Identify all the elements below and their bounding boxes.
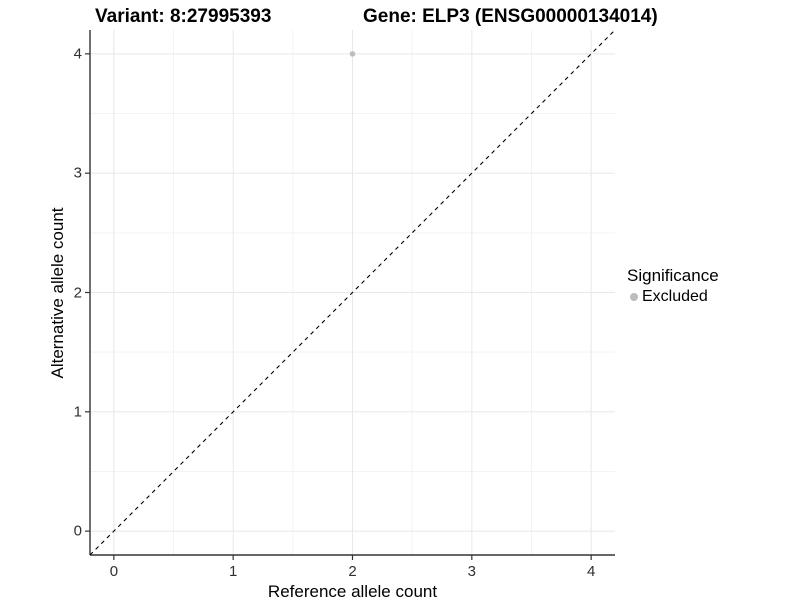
legend-title: Significance xyxy=(627,266,719,285)
x-tick-label: 0 xyxy=(109,563,119,580)
legend-entry-excluded: Excluded xyxy=(627,288,719,306)
identity-dashed-line xyxy=(89,29,616,556)
x-tick-label: 3 xyxy=(467,563,476,580)
legend-entry-label: Excluded xyxy=(642,288,708,305)
x-tick-label: 1 xyxy=(229,563,238,580)
data-points xyxy=(349,51,356,57)
plot-title-variant: Variant: 8:27995393 xyxy=(95,6,272,27)
x-tick-label: 2 xyxy=(348,563,357,580)
excluded-dot-icon xyxy=(630,293,638,301)
y-axis-title: Alternative allele count xyxy=(48,206,67,379)
y-tick-label: 4 xyxy=(73,45,82,63)
tick-marks xyxy=(85,53,592,560)
y-tick-label: 0 xyxy=(73,522,82,540)
plot-title-gene: Gene: ELP3 (ENSG00000134014) xyxy=(363,6,658,27)
legend: Significance Excluded xyxy=(627,266,719,306)
y-tick-label: 3 xyxy=(73,164,82,182)
y-tick-label: 2 xyxy=(73,284,82,301)
x-tick-label: 4 xyxy=(586,563,596,580)
scatter-point xyxy=(349,51,356,57)
y-tick-label: 1 xyxy=(73,403,82,421)
x-axis-title: Reference allele count xyxy=(267,582,438,601)
